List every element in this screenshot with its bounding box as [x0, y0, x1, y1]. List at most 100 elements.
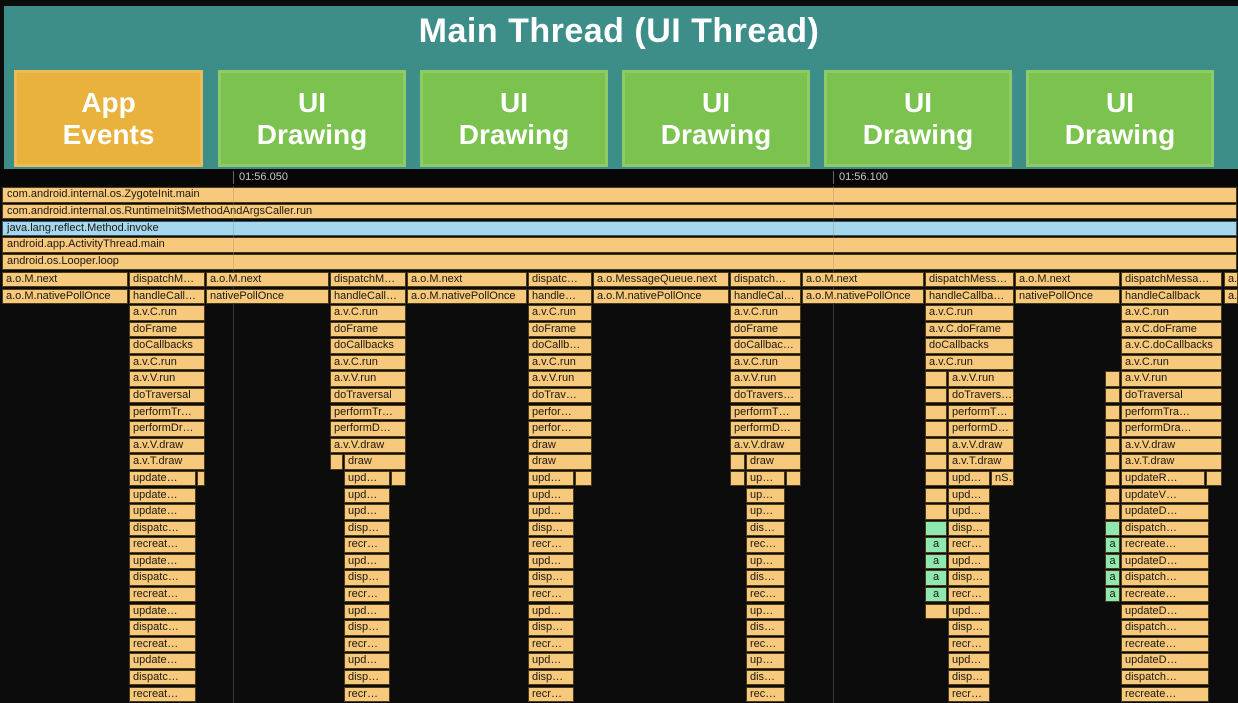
flame-frame[interactable] [786, 470, 801, 487]
flame-frame[interactable]: nativePollOnce [206, 288, 329, 304]
flame-frame[interactable] [1105, 404, 1120, 421]
trace-row[interactable]: com.android.internal.os.RuntimeInit$Meth… [2, 203, 1237, 220]
flame-frame[interactable]: updateD… [1121, 553, 1209, 570]
flame-frame[interactable]: a.v.V.run [129, 371, 205, 387]
flame-frame[interactable]: doTraversal [1121, 388, 1222, 404]
flame-frame[interactable]: a.v.C.run [528, 354, 592, 371]
flame-frame[interactable] [925, 454, 947, 470]
flame-frame[interactable]: handleCall… [129, 288, 205, 304]
flame-frame[interactable] [575, 470, 592, 487]
flame-frame[interactable]: doTraversal [129, 388, 205, 404]
flame-frame[interactable]: dispatchMess… [925, 272, 1014, 288]
flame-frame[interactable]: perfor… [528, 404, 592, 421]
flame-frame[interactable] [391, 470, 406, 487]
flame-frame[interactable]: a.v.V.draw [948, 437, 1014, 454]
flame-frame[interactable]: performD… [948, 421, 1014, 437]
flame-frame[interactable]: a.o.M.nativePollOnce [407, 288, 527, 304]
trace-row[interactable]: android.app.ActivityThread.main [2, 237, 1237, 253]
flame-frame[interactable]: a.v.C.run [528, 305, 592, 321]
trace-row[interactable]: java.lang.reflect.Method.invoke [2, 220, 1237, 237]
flame-frame[interactable]: recr… [528, 686, 574, 702]
flame-frame[interactable]: dispatchM… [330, 272, 406, 288]
flame-frame[interactable]: upd… [344, 504, 390, 520]
flame-frame[interactable] [925, 437, 947, 454]
flame-frame[interactable]: updateD… [1121, 603, 1209, 619]
flame-frame[interactable]: recreate… [1121, 686, 1209, 702]
flame-frame[interactable]: upd… [344, 603, 390, 619]
flame-frame[interactable]: a.v.C.run [730, 305, 801, 321]
flame-frame[interactable]: a.v.C.run [129, 305, 205, 321]
flame-frame[interactable]: performD… [330, 421, 406, 437]
flame-frame[interactable]: a.v.C.doFrame [925, 321, 1014, 338]
flame-frame[interactable]: a.v.V.run [730, 371, 801, 387]
flame-frame[interactable] [1105, 487, 1120, 503]
flame-frame[interactable]: updateV… [1121, 487, 1209, 503]
flame-frame[interactable]: doFrame [330, 321, 406, 338]
flame-frame[interactable]: recreate… [1121, 537, 1209, 553]
flame-frame[interactable]: a.v.C.run [1121, 354, 1222, 371]
flame-frame[interactable]: upd… [528, 487, 574, 503]
flame-frame[interactable]: upd… [948, 487, 990, 503]
flame-frame[interactable]: nS… [991, 470, 1014, 487]
trace-row[interactable]: com.android.internal.os.ZygoteInit.main [2, 187, 1237, 203]
flame-frame[interactable]: a [925, 537, 947, 553]
flame-frame[interactable]: a.v.C.run [330, 305, 406, 321]
flame-frame[interactable]: a.v.C.run [330, 354, 406, 371]
flame-frame[interactable]: up… [746, 470, 785, 487]
flame-frame[interactable]: disp… [948, 570, 990, 586]
flame-frame[interactable]: a.v.C.run [129, 354, 205, 371]
flame-frame[interactable]: a.o.M.next [206, 272, 329, 288]
flame-frame[interactable]: performDra… [1121, 421, 1222, 437]
flame-frame[interactable]: a [1105, 553, 1120, 570]
flame-frame[interactable]: a.v.V.draw [330, 437, 406, 454]
flame-frame[interactable]: dispatch… [1121, 620, 1209, 636]
flame-frame[interactable]: rec… [746, 636, 785, 653]
flame-frame[interactable]: a.v.C.run [1121, 305, 1222, 321]
flame-frame[interactable]: performTr… [330, 404, 406, 421]
flame-frame[interactable]: a [925, 587, 947, 603]
flame-frame[interactable] [1105, 437, 1120, 454]
flame-frame[interactable]: upd… [344, 653, 390, 669]
flame-frame[interactable]: disp… [344, 520, 390, 537]
flame-frame[interactable]: draw [344, 454, 406, 470]
flame-frame[interactable] [1206, 470, 1222, 487]
flame-frame[interactable]: a.v.C.run [730, 354, 801, 371]
flame-frame[interactable]: dispatc… [528, 272, 592, 288]
flame-frame[interactable]: a [1105, 537, 1120, 553]
flame-frame[interactable]: dispatc… [129, 669, 196, 686]
flame-frame[interactable]: dispatch… [1121, 520, 1209, 537]
flame-frame[interactable]: dis… [746, 620, 785, 636]
flame-frame[interactable] [925, 487, 947, 503]
flame-frame[interactable]: recreat… [129, 537, 196, 553]
flame-frame[interactable]: handleCallba… [925, 288, 1014, 304]
flame-frame[interactable]: disp… [344, 620, 390, 636]
flame-frame[interactable]: recr… [344, 587, 390, 603]
flame-frame[interactable] [925, 371, 947, 387]
flame-frame[interactable]: a.v.V.draw [129, 437, 205, 454]
flame-frame[interactable]: disp… [528, 620, 574, 636]
flame-frame[interactable]: upd… [528, 603, 574, 619]
flame-frame[interactable]: handleCall… [330, 288, 406, 304]
flame-frame[interactable] [1105, 504, 1120, 520]
flame-frame[interactable]: a.v.C.run [925, 305, 1014, 321]
flame-frame[interactable]: performT… [730, 404, 801, 421]
flame-frame[interactable]: handleCal… [730, 288, 801, 304]
flame-frame[interactable]: perfor… [528, 421, 592, 437]
flame-frame[interactable] [925, 404, 947, 421]
flame-frame[interactable]: a [925, 553, 947, 570]
flame-frame[interactable]: recreate… [1121, 636, 1209, 653]
flame-frame[interactable]: dis… [746, 520, 785, 537]
flame-frame[interactable]: doCallb… [528, 338, 592, 354]
flame-frame[interactable]: performDr… [129, 421, 205, 437]
flame-frame[interactable]: upd… [528, 653, 574, 669]
flame-frame[interactable]: a.o.M.nativePollOnce [802, 288, 924, 304]
flame-frame[interactable]: a.o.M.next [2, 272, 128, 288]
flame-frame[interactable]: up… [746, 553, 785, 570]
flame-frame[interactable]: doTravers… [948, 388, 1014, 404]
flame-frame[interactable] [1105, 520, 1120, 537]
flame-frame[interactable]: performTr… [129, 404, 205, 421]
flame-frame[interactable]: a. [1224, 272, 1238, 288]
flame-frame[interactable]: update… [129, 504, 196, 520]
flame-frame[interactable] [197, 470, 205, 487]
flame-frame[interactable] [925, 421, 947, 437]
